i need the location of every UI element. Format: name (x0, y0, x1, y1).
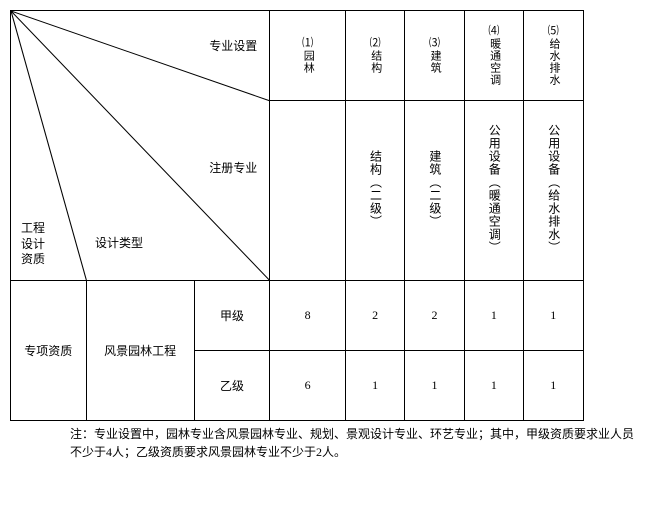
col-num-5: ⑸ (548, 25, 559, 37)
col-header-5: ⑸ 给水排水 (524, 11, 583, 101)
reg-cell-5: 公用设备（给水排水） (524, 101, 583, 281)
qualification-table-container: 专业设置 注册专业 设计类型 工程设计资质 ⑴ 园林 ⑵ 结构 ⑶ 建筑 ⑷ 暖… (10, 10, 643, 421)
cell-b-3: 1 (405, 351, 464, 421)
cell-b-1: 6 (270, 351, 346, 421)
corner-label-reg: 注册专业 (209, 161, 257, 177)
reg-cell-1 (270, 101, 346, 281)
corner-label-qualification: 工程设计资质 (19, 221, 47, 268)
corner-label-spec: 专业设置 (209, 39, 257, 55)
reg-val-3: 建筑（二级） (426, 150, 443, 228)
col-header-1: ⑴ 园林 (270, 11, 346, 101)
cell-b-4: 1 (464, 351, 523, 421)
cell-a-2: 2 (345, 281, 404, 351)
cell-b-5: 1 (524, 351, 583, 421)
reg-cell-4: 公用设备（暖通空调） (464, 101, 523, 281)
cell-a-4: 1 (464, 281, 523, 351)
reg-val-2: 结构（二级） (367, 150, 384, 228)
col-num-3: ⑶ (429, 37, 440, 49)
reg-cell-2: 结构（二级） (345, 101, 404, 281)
corner-label-design-type: 设计类型 (95, 236, 143, 252)
footnote-text: 注：专业设置中，园林专业含风景园林专业、规划、景观设计专业、环艺专业；其中，甲级… (10, 421, 643, 461)
special-qual-cell: 专项资质 (11, 281, 87, 421)
reg-val-4: 公用设备（暖通空调） (485, 124, 502, 254)
cell-a-3: 2 (405, 281, 464, 351)
cell-a-5: 1 (524, 281, 583, 351)
cell-a-1: 8 (270, 281, 346, 351)
grade-a-cell: 甲级 (194, 281, 270, 351)
col-spec-2: 结构 (367, 50, 382, 74)
grade-b-cell: 乙级 (194, 351, 270, 421)
col-spec-3: 建筑 (427, 50, 442, 74)
col-num-1: ⑴ (302, 37, 313, 49)
reg-val-5: 公用设备（给水排水） (545, 124, 562, 254)
reg-cell-3: 建筑（二级） (405, 101, 464, 281)
col-header-4: ⑷ 暖通空调 (464, 11, 523, 101)
col-header-2: ⑵ 结构 (345, 11, 404, 101)
corner-cell: 专业设置 注册专业 设计类型 工程设计资质 (11, 11, 270, 281)
col-num-2: ⑵ (370, 37, 381, 49)
col-spec-5: 给水排水 (546, 38, 561, 86)
col-header-3: ⑶ 建筑 (405, 11, 464, 101)
col-spec-1: 园林 (300, 50, 315, 74)
col-num-4: ⑷ (488, 25, 499, 37)
qualification-table: 专业设置 注册专业 设计类型 工程设计资质 ⑴ 园林 ⑵ 结构 ⑶ 建筑 ⑷ 暖… (10, 10, 643, 421)
landscape-eng-cell: 风景园林工程 (86, 281, 194, 421)
cell-b-2: 1 (345, 351, 404, 421)
col-spec-4: 暖通空调 (486, 38, 501, 86)
